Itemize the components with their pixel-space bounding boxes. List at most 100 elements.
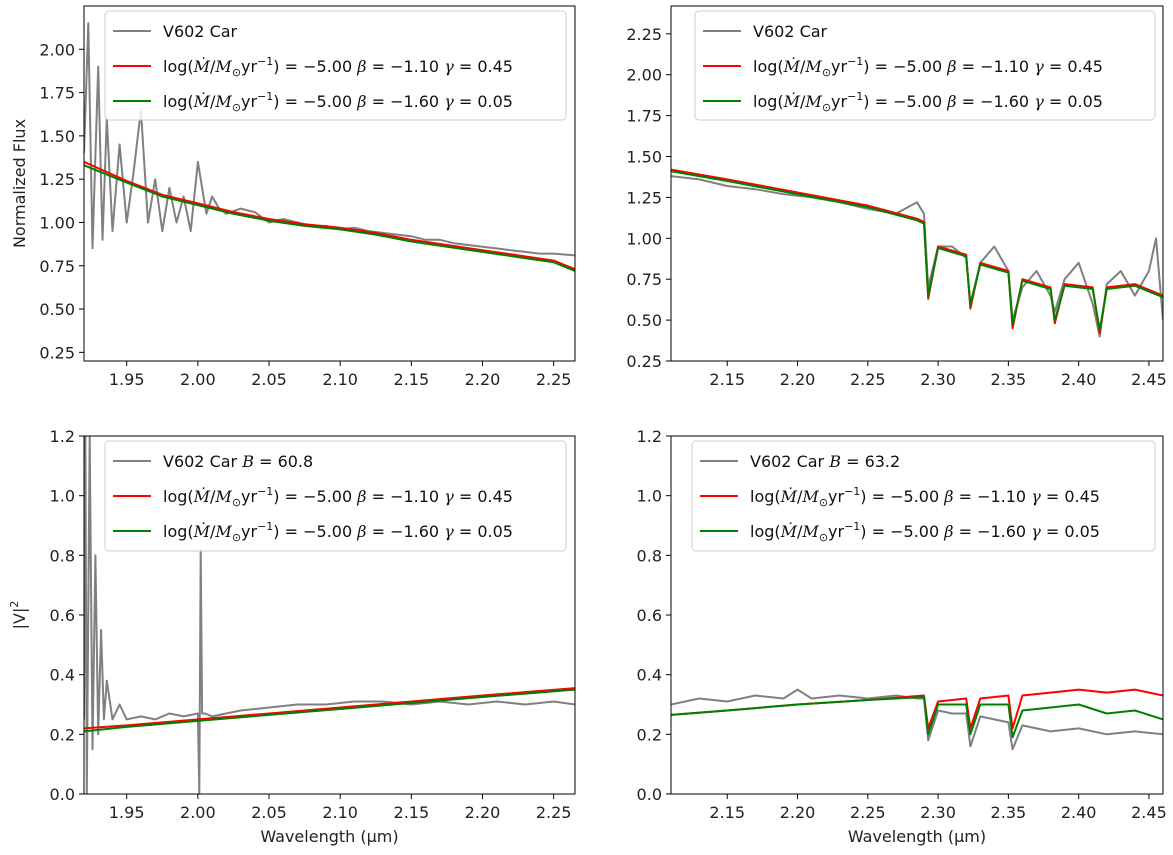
legend-label-obs: V602 Car B = 63.2 [750,452,900,471]
x-tick-label: 2.20 [465,803,501,822]
y-tick-label: 1.00 [39,213,75,232]
x-tick-label: 2.15 [394,803,430,822]
series-line-m2 [84,688,575,733]
y-tick-label: 1.75 [39,84,75,103]
legend-label-obs: V602 Car B = 60.8 [163,452,313,471]
plot-frame [670,5,1164,362]
y-tick-label: 0.50 [39,300,75,319]
x-tick-label: 2.45 [1131,803,1167,822]
y-tick-label: 1.50 [39,127,75,146]
legend-label-m1: log(Ṁ/M⊙yr−1) = −5.00 β = −1.10 γ = 0.45 [163,485,513,509]
x-tick-label: 2.20 [780,370,816,389]
legend-label-m1: log(Ṁ/M⊙yr−1) = −5.00 β = −1.10 γ = 0.45 [753,55,1103,79]
x-tick-label: 2.10 [322,803,358,822]
y-tick-label: 1.25 [39,170,75,189]
legend-label-m2: log(Ṁ/M⊙yr−1) = −5.00 β = −1.60 γ = 0.05 [163,90,513,114]
legend-label-m1: log(Ṁ/M⊙yr−1) = −5.00 β = −1.10 γ = 0.45 [750,485,1100,509]
x-tick-label: 2.35 [991,370,1027,389]
x-tick-label: 2.40 [1061,803,1097,822]
legend-label-m2: log(Ṁ/M⊙yr−1) = −5.00 β = −1.60 γ = 0.05 [163,520,513,544]
series-line-m2 [671,170,1163,331]
y-tick-label: 0.0 [50,785,75,804]
x-tick-label: 2.15 [394,370,430,389]
x-tick-label: 2.15 [709,803,745,822]
y-tick-label: 0.8 [637,546,662,565]
y-tick-label: 2.25 [626,25,662,44]
x-tick-label: 2.30 [920,803,956,822]
y-tick-label: 0.6 [637,606,662,625]
x-tick-label: 2.10 [322,370,358,389]
legend: V602 Car log(Ṁ/M⊙yr−1) = −5.00 β = −1.10 … [694,10,1156,121]
x-tick-label: 2.25 [850,803,886,822]
y-axis-label: Normalized Flux [10,119,29,248]
legend-box [694,10,1156,121]
legend-box [691,440,1156,552]
y-tick-label: 1.2 [50,427,75,446]
series-line-m1 [84,687,575,730]
y-tick-label: 0.50 [626,311,662,330]
x-tick-label: 2.20 [780,803,816,822]
series-line-obs [671,175,1163,338]
x-tick-label: 2.00 [180,370,216,389]
legend-label-m2: log(Ṁ/M⊙yr−1) = −5.00 β = −1.60 γ = 0.05 [750,520,1100,544]
series-group [84,22,575,272]
series-group [671,688,1163,751]
y-tick-label: 0.4 [637,666,662,685]
x-tick-label: 2.00 [180,803,216,822]
y-tick-label: 0.6 [50,606,75,625]
x-axis-label: Wavelength (μm) [848,827,986,846]
series-line-m1 [671,168,1163,335]
y-tick-label: 0.75 [626,270,662,289]
x-tick-label: 1.95 [109,803,145,822]
legend-label-obs: V602 Car [753,22,828,41]
x-tick-label: 2.20 [465,370,501,389]
x-tick-label: 1.95 [109,370,145,389]
x-axis-label: Wavelength (μm) [260,827,398,846]
y-tick-label: 1.00 [626,229,662,248]
panel-4: 2.15 2.20 2.25 2.30 2.35 2.40 2.45 0.0 0.2 0.4 0.6… [637,427,1167,846]
x-tick-label: 2.25 [850,370,886,389]
legend: V602 Car log(Ṁ/M⊙yr−1) = −5.00 β = −1.10 … [104,10,567,121]
legend: V602 Car B = 60.8 log(Ṁ/M⊙yr−1) = −5.00 β… [104,440,567,552]
series-group [84,436,575,794]
y-axis-label: |V|2 [8,601,29,630]
y-tick-label: 1.25 [626,188,662,207]
y-tick-label: 0.75 [39,257,75,276]
x-tick-label: 2.30 [920,370,956,389]
series-line-obs [671,688,1163,751]
y-tick-label: 1.2 [637,427,662,446]
plot-frame [83,5,576,362]
series-line-m2 [84,164,575,272]
panel-1: 1.95 2.00 2.05 2.10 2.15 2.20 2.25 0.25 0.50 0.75… [10,5,576,389]
legend-box [104,440,567,552]
panel-3: 1.95 2.00 2.05 2.10 2.15 2.20 2.25 0.0 0.2 0.4 0.6… [8,427,576,846]
x-tick-label: 2.25 [536,803,572,822]
legend-box [104,10,567,121]
panel-2: 2.15 2.20 2.25 2.30 2.35 2.40 2.45 0.25 0.50 0.75… [626,5,1167,389]
x-tick-label: 2.40 [1061,370,1097,389]
y-tick-label: 2.00 [626,66,662,85]
series-line-obs [84,436,575,794]
x-tick-label: 2.05 [251,803,287,822]
x-tick-label: 2.15 [709,370,745,389]
y-tick-label: 0.2 [50,725,75,744]
y-tick-label: 0.2 [637,725,662,744]
x-tick-label: 2.25 [536,370,572,389]
y-tick-label: 0.4 [50,666,75,685]
legend-label-obs: V602 Car [163,22,238,41]
legend-label-m1: log(Ṁ/M⊙yr−1) = −5.00 β = −1.10 γ = 0.45 [163,55,513,79]
y-tick-label: 1.0 [50,487,75,506]
y-tick-label: 0.0 [637,785,662,804]
series-group [671,168,1163,338]
y-tick-label: 1.75 [626,107,662,126]
y-tick-label: 1.50 [626,148,662,167]
x-tick-label: 2.45 [1131,370,1167,389]
y-tick-label: 0.8 [50,546,75,565]
y-tick-label: 2.00 [39,40,75,59]
x-tick-label: 2.35 [991,803,1027,822]
series-line-m2 [671,696,1163,739]
y-tick-label: 0.25 [39,343,75,362]
legend: V602 Car B = 63.2 log(Ṁ/M⊙yr−1) = −5.00 β… [691,440,1156,552]
y-tick-label: 1.0 [637,487,662,506]
